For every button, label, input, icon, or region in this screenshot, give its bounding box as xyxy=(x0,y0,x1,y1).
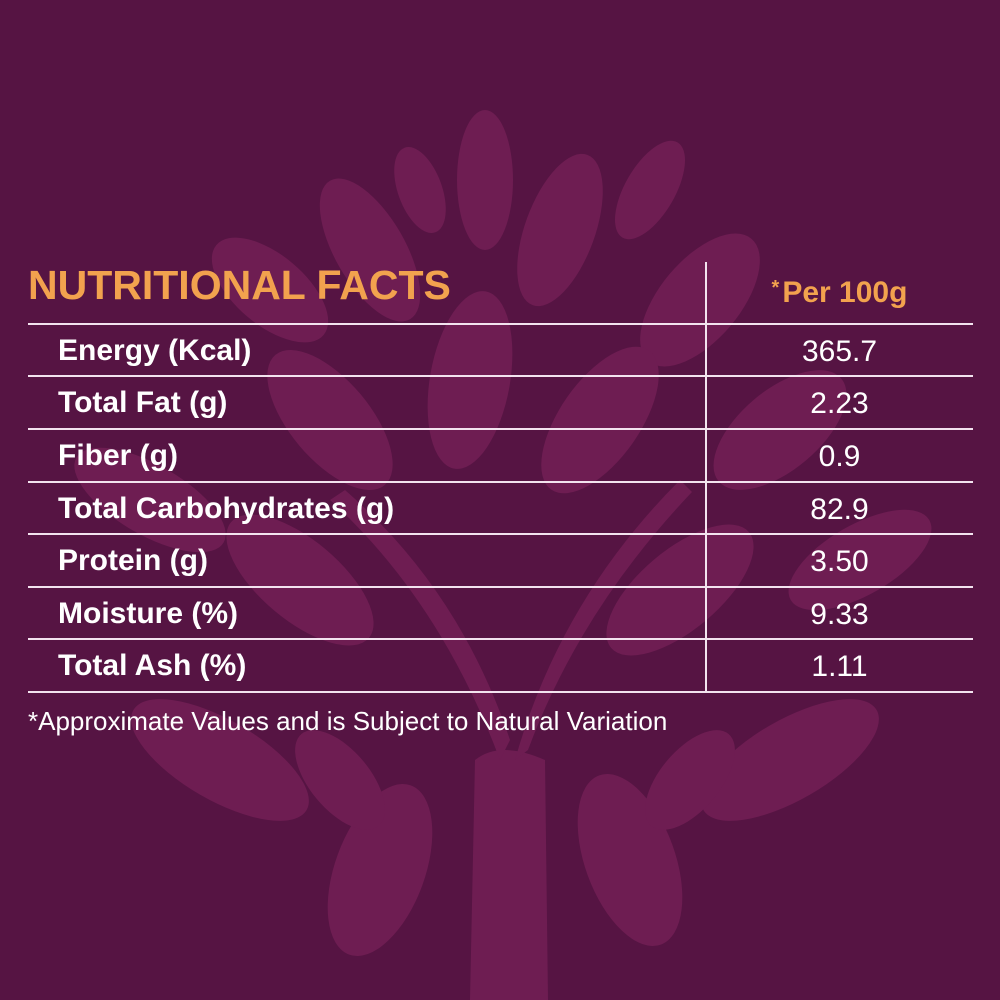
table-row: Protein (g) 3.50 xyxy=(28,535,973,587)
leaf xyxy=(640,233,760,367)
nutrient-label: Energy (Kcal) xyxy=(58,334,252,367)
nutrient-value: 9.33 xyxy=(810,598,869,631)
leaf xyxy=(517,153,603,307)
leaf xyxy=(267,349,393,491)
leaf xyxy=(541,346,659,494)
leaf xyxy=(211,237,329,343)
nutrient-value: 82.9 xyxy=(810,493,869,526)
nutrient-value: 1.11 xyxy=(811,650,868,683)
row-divider xyxy=(28,375,973,377)
nutrient-value: 0.9 xyxy=(818,440,861,473)
row-divider xyxy=(28,638,973,640)
leaf xyxy=(226,514,374,646)
nutrient-label: Protein (g) xyxy=(58,544,208,577)
nutrient-label: Total Fat (g) xyxy=(58,386,228,419)
row-divider xyxy=(28,533,973,535)
nutrient-label: Total Carbohydrates (g) xyxy=(58,492,395,525)
table-row: Total Carbohydrates (g) 82.9 xyxy=(28,483,973,535)
row-divider xyxy=(28,691,973,693)
table-row: Energy (Kcal) 365.7 xyxy=(28,325,973,377)
leaf xyxy=(457,110,513,250)
row-divider xyxy=(28,428,973,430)
leaf xyxy=(701,699,879,821)
row-divider xyxy=(28,323,973,325)
footnote: *Approximate Values and is Subject to Na… xyxy=(28,706,668,736)
table-row: Total Fat (g) 2.23 xyxy=(28,377,973,429)
table-row: Moisture (%) 9.33 xyxy=(28,588,973,640)
nutrition-title: NUTRITIONAL FACTS xyxy=(28,262,451,308)
branch xyxy=(330,490,510,760)
per-label: Per 100g xyxy=(782,276,908,309)
nutrient-label: Fiber (g) xyxy=(58,439,178,472)
leaf xyxy=(615,140,685,240)
per-100g-header: * Per 100g xyxy=(706,276,973,310)
row-divider xyxy=(28,586,973,588)
leaf xyxy=(645,730,735,830)
leaf xyxy=(131,699,309,821)
nutrient-value: 365.7 xyxy=(801,335,878,368)
leaf xyxy=(74,447,226,553)
nutrient-value: 2.23 xyxy=(810,387,869,420)
leaf xyxy=(394,147,446,233)
nutrient-label: Moisture (%) xyxy=(58,597,238,630)
tree-trunk xyxy=(470,750,548,1000)
leaf xyxy=(319,178,421,322)
leaf xyxy=(606,524,754,656)
column-divider xyxy=(705,262,707,692)
leaf xyxy=(713,370,847,490)
row-divider xyxy=(28,481,973,483)
leaf xyxy=(427,291,513,469)
table-row: Fiber (g) 0.9 xyxy=(28,430,973,482)
table-row: Total Ash (%) 1.11 xyxy=(28,640,973,692)
nutrient-label: Total Ash (%) xyxy=(58,649,247,682)
branch xyxy=(515,480,692,760)
leaf xyxy=(295,730,385,830)
asterisk: * xyxy=(771,277,780,299)
nutrient-value: 3.50 xyxy=(810,545,869,578)
